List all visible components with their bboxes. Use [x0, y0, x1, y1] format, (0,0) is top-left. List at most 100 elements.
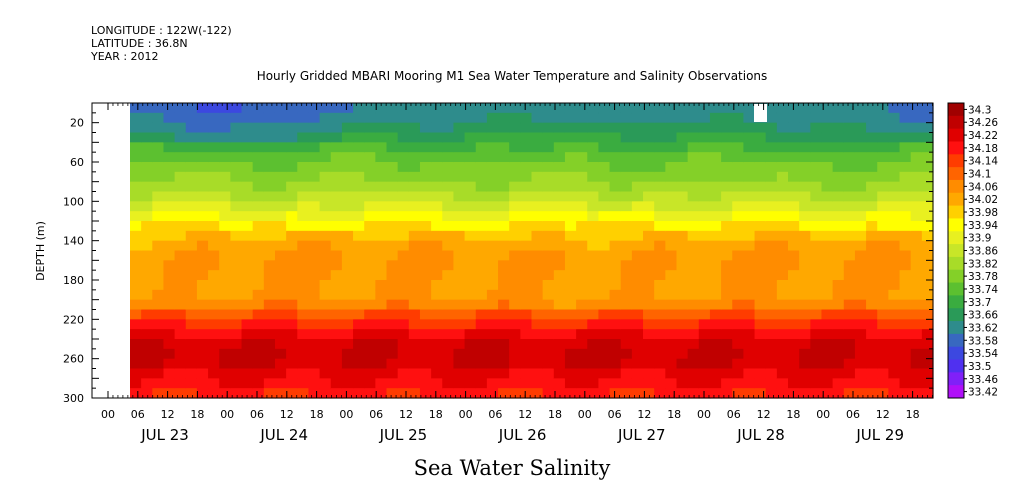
- heatmap-cell: [185, 112, 198, 124]
- heatmap-cell: [698, 289, 711, 301]
- heatmap-cell: [297, 221, 310, 232]
- heatmap-cell: [899, 171, 912, 183]
- heatmap-cell: [520, 348, 533, 360]
- heatmap-cell: [910, 152, 923, 163]
- heatmap-cell: [631, 348, 644, 360]
- heatmap-cell: [141, 230, 153, 242]
- heatmap-cell: [130, 358, 142, 370]
- heatmap-cell: [386, 299, 399, 311]
- colorbar-swatch: [948, 192, 964, 207]
- heatmap-cell: [442, 329, 455, 340]
- heatmap-cell: [531, 378, 544, 389]
- heatmap-cell: [698, 339, 711, 350]
- heatmap-cell: [185, 319, 198, 330]
- heatmap-cell: [553, 348, 566, 360]
- heatmap-cell: [698, 132, 711, 143]
- heatmap-cell: [854, 240, 867, 252]
- heatmap-cell: [810, 201, 823, 212]
- heatmap-cell: [810, 171, 823, 183]
- heatmap-cell: [854, 250, 867, 261]
- heatmap-cell: [520, 201, 533, 212]
- heatmap-cell: [799, 230, 811, 242]
- x-axis: 00 06 12 18 00 06 12 18 00 06 12 18 00 06 12 18 00 06 12 18…: [101, 103, 933, 444]
- x-day-label: JUL 24: [259, 426, 308, 444]
- heatmap-cell: [721, 181, 733, 193]
- heatmap-cell: [799, 368, 811, 379]
- heatmap-cell: [810, 162, 823, 173]
- heatmap-cell: [408, 240, 421, 252]
- heatmap-cell: [130, 142, 142, 153]
- heatmap-cell: [408, 329, 421, 340]
- heatmap-cell: [408, 122, 421, 134]
- heatmap-cell: [375, 289, 388, 301]
- heatmap-cell: [576, 191, 588, 202]
- heatmap-cell: [921, 329, 934, 340]
- heatmap-cell: [866, 240, 878, 252]
- colorbar-label: 33.86: [968, 246, 998, 258]
- y-tick-label: 100: [63, 195, 84, 208]
- heatmap-cell: [843, 211, 856, 222]
- heatmap-cell: [141, 201, 153, 212]
- heatmap-cell: [219, 201, 231, 212]
- heatmap-cell: [832, 221, 845, 232]
- heatmap-cell: [665, 260, 678, 271]
- heatmap-cell: [620, 112, 633, 124]
- heatmap-cell: [219, 368, 231, 379]
- heatmap-cell: [486, 329, 499, 340]
- heatmap-cell: [776, 250, 789, 261]
- heatmap-cell: [498, 378, 510, 389]
- heatmap-cell: [810, 319, 823, 330]
- heatmap-cell: [353, 221, 365, 232]
- heatmap-cell: [620, 289, 633, 301]
- heatmap-cell: [921, 201, 934, 212]
- heatmap-cell: [196, 162, 209, 173]
- heatmap-cell: [219, 329, 231, 340]
- heatmap-cell: [397, 329, 410, 340]
- heatmap-cell: [230, 122, 243, 134]
- heatmap-cell: [721, 230, 733, 242]
- heatmap-cell: [252, 348, 265, 360]
- heatmap-cell: [654, 240, 666, 252]
- heatmap-cell: [464, 132, 477, 143]
- heatmap-cell: [754, 211, 767, 222]
- heatmap-cell: [877, 152, 889, 163]
- heatmap-cell: [241, 388, 254, 399]
- heatmap-cell: [498, 230, 510, 242]
- heatmap-cell: [921, 378, 934, 389]
- heatmap-cell: [341, 171, 354, 183]
- heatmap-cell: [732, 289, 744, 301]
- heatmap-cell: [643, 221, 655, 232]
- heatmap-cell: [910, 378, 923, 389]
- heatmap-cell: [130, 299, 142, 311]
- heatmap-cell: [174, 388, 187, 399]
- heatmap-cell: [854, 299, 867, 311]
- heatmap-cell: [274, 368, 287, 379]
- colorbar-label: 33.74: [968, 284, 998, 296]
- heatmap-cell: [196, 171, 209, 183]
- heatmap-cell: [230, 171, 243, 183]
- heatmap-cell: [587, 348, 600, 360]
- heatmap-cell: [910, 112, 923, 124]
- heatmap-cell: [208, 378, 220, 389]
- heatmap-cell: [498, 319, 510, 330]
- heatmap-cell: [386, 211, 399, 222]
- heatmap-cell: [776, 348, 789, 360]
- heatmap-cell: [799, 319, 811, 330]
- heatmap-cell: [274, 270, 287, 281]
- heatmap-cell: [308, 260, 321, 271]
- heatmap-cell: [553, 162, 566, 173]
- heatmap-cell: [386, 348, 399, 360]
- heatmap-cell: [854, 230, 867, 242]
- heatmap-cell: [899, 378, 912, 389]
- heatmap-cell: [353, 260, 365, 271]
- heatmap-cell: [821, 250, 834, 261]
- heatmap-cell: [866, 358, 878, 370]
- heatmap-cell: [598, 181, 611, 193]
- heatmap-cell: [453, 240, 466, 252]
- heatmap-cell: [308, 378, 321, 389]
- heatmap-cell: [185, 201, 198, 212]
- heatmap-cell: [754, 250, 767, 261]
- heatmap-cell: [542, 221, 555, 232]
- heatmap-cell: [509, 289, 521, 301]
- heatmap-cell: [219, 240, 231, 252]
